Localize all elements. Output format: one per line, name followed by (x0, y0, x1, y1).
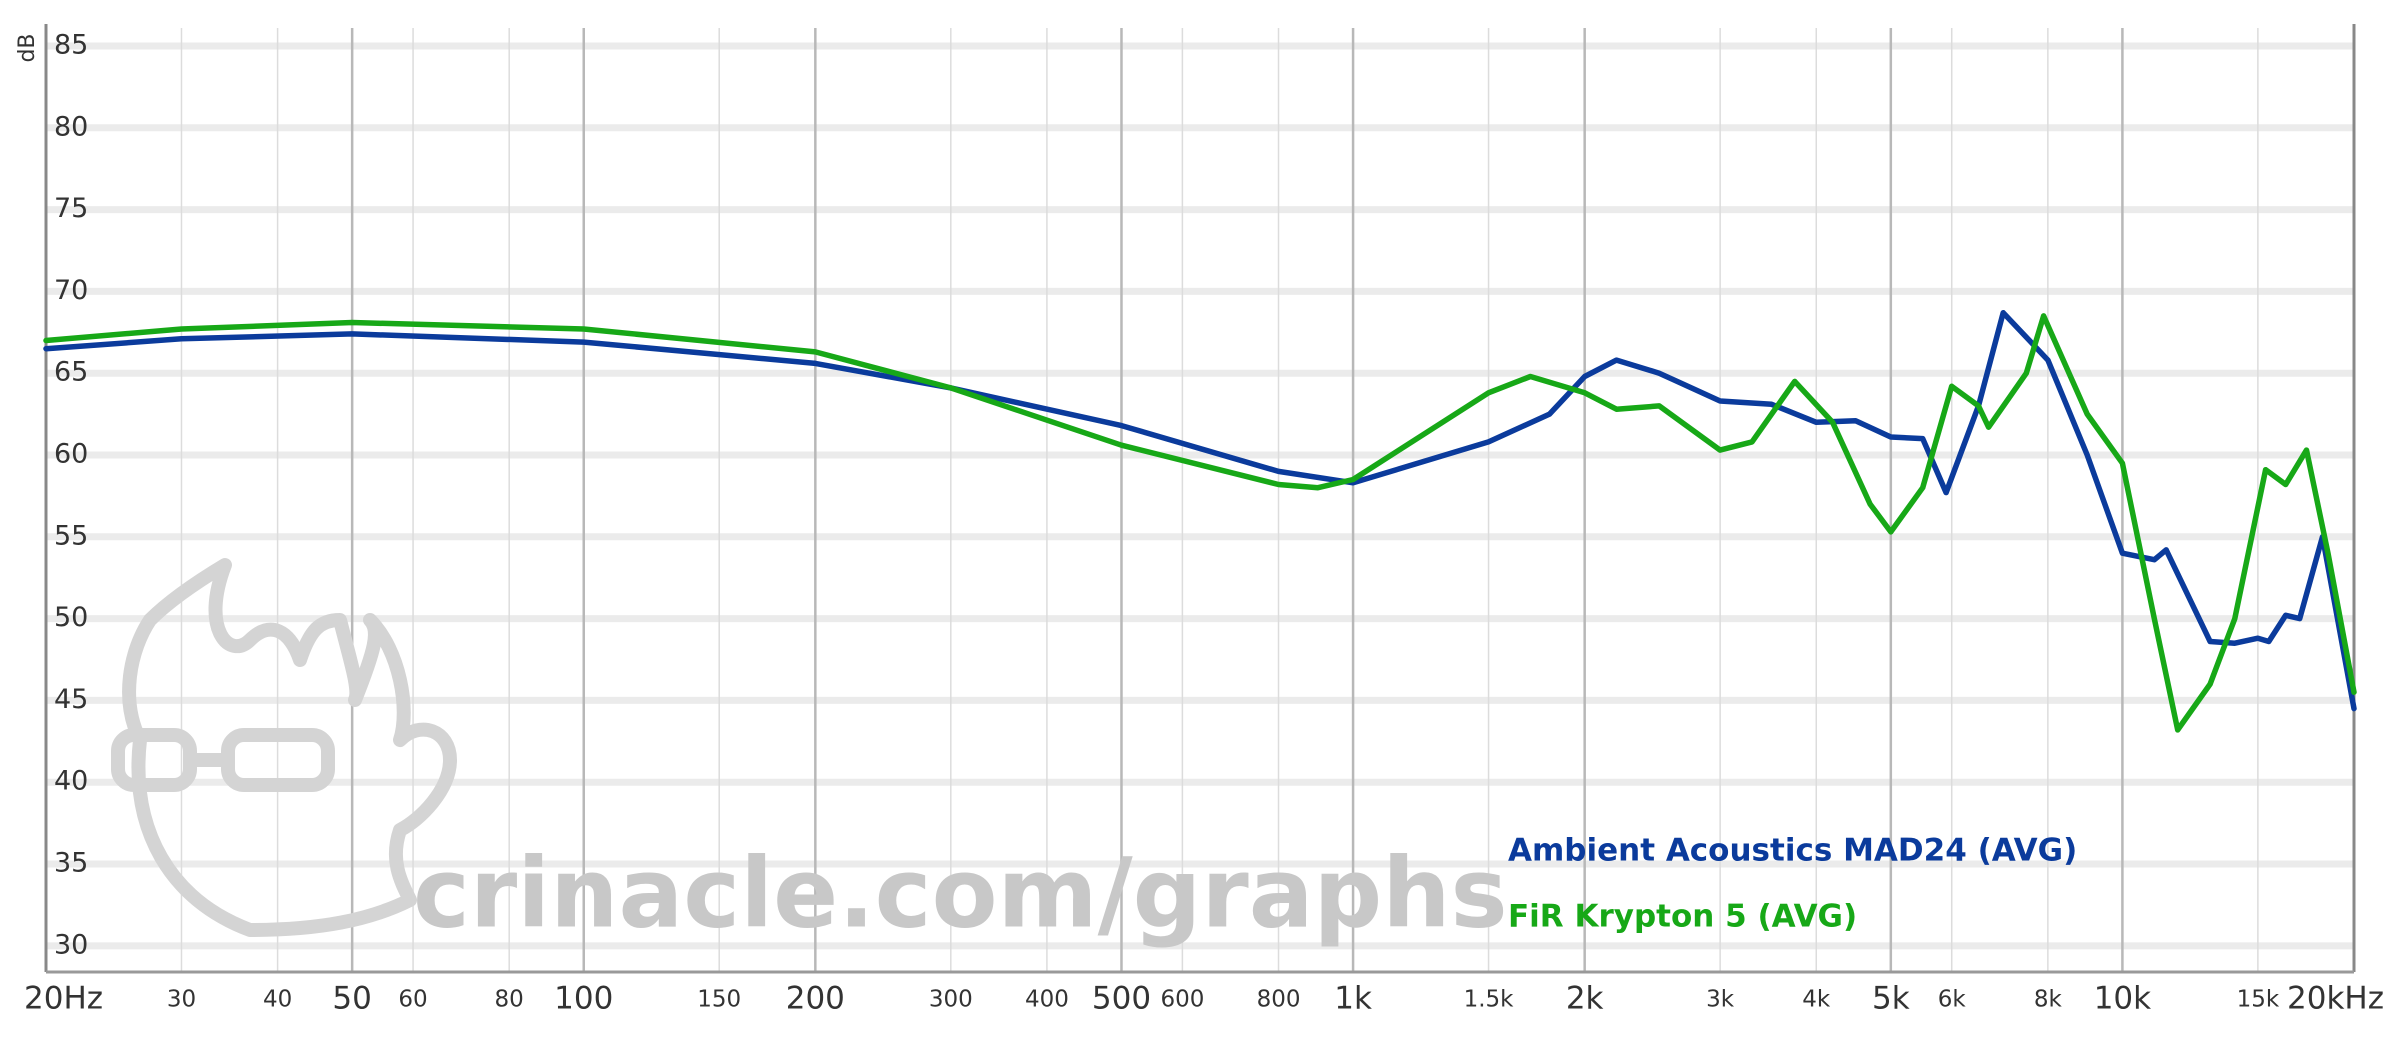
x-tick-label: 150 (697, 987, 741, 1013)
legend-entry: Ambient Acoustics MAD24 (AVG) (1508, 833, 2077, 869)
y-tick-label: 45 (54, 684, 88, 715)
x-tick-label: 3k (1706, 987, 1735, 1013)
x-tick-label: 30 (167, 987, 196, 1013)
y-tick-label: 30 (54, 929, 88, 960)
y-tick-label: 35 (54, 848, 88, 879)
y-tick-label: 65 (54, 357, 88, 388)
y-tick-label: 75 (54, 193, 88, 224)
x-tick-label: 800 (1257, 987, 1301, 1013)
x-tick-label: 500 (1092, 981, 1151, 1017)
watermark-logo (111, 558, 457, 937)
x-tick-label: 2k (1566, 981, 1604, 1017)
x-tick-label: 15k (2237, 987, 2280, 1013)
x-tick-label: 300 (929, 987, 973, 1013)
y-tick-label: 80 (54, 111, 88, 142)
y-axis-label: dB (15, 33, 40, 62)
x-tick-label: 10k (2094, 981, 2151, 1017)
series-line (43, 309, 2357, 712)
x-tick-label: 100 (554, 981, 613, 1017)
y-tick-label: 50 (54, 602, 88, 633)
x-tick-label: 600 (1160, 987, 1204, 1013)
x-tick-label: 4k (1802, 987, 1831, 1013)
x-tick-label: 6k (1938, 987, 1967, 1013)
x-tick-label: 20kHz (2287, 981, 2384, 1017)
x-tick-label: 1.5k (1464, 987, 1515, 1013)
x-tick-label: 20Hz (24, 981, 103, 1017)
y-tick-label: 60 (54, 439, 88, 470)
y-tick-label: 40 (54, 766, 88, 797)
x-tick-label: 5k (1872, 981, 1910, 1017)
x-tick-label: 40 (263, 987, 292, 1013)
watermark-text: crinacle.com/graphs (413, 837, 1508, 949)
x-tick-label: 400 (1025, 987, 1069, 1013)
legend-entry: FiR Krypton 5 (AVG) (1508, 899, 1857, 935)
x-tick-label: 80 (495, 987, 524, 1013)
x-tick-label: 60 (398, 987, 427, 1013)
y-tick-label: 70 (54, 275, 88, 306)
series-line (43, 313, 2357, 733)
x-tick-label: 200 (786, 981, 845, 1017)
y-tick-label: 55 (54, 520, 88, 551)
x-tick-label: 8k (2034, 987, 2063, 1013)
x-tick-label: 50 (332, 981, 371, 1017)
x-tick-label: 1k (1334, 981, 1372, 1017)
y-tick-label: 85 (54, 29, 88, 60)
